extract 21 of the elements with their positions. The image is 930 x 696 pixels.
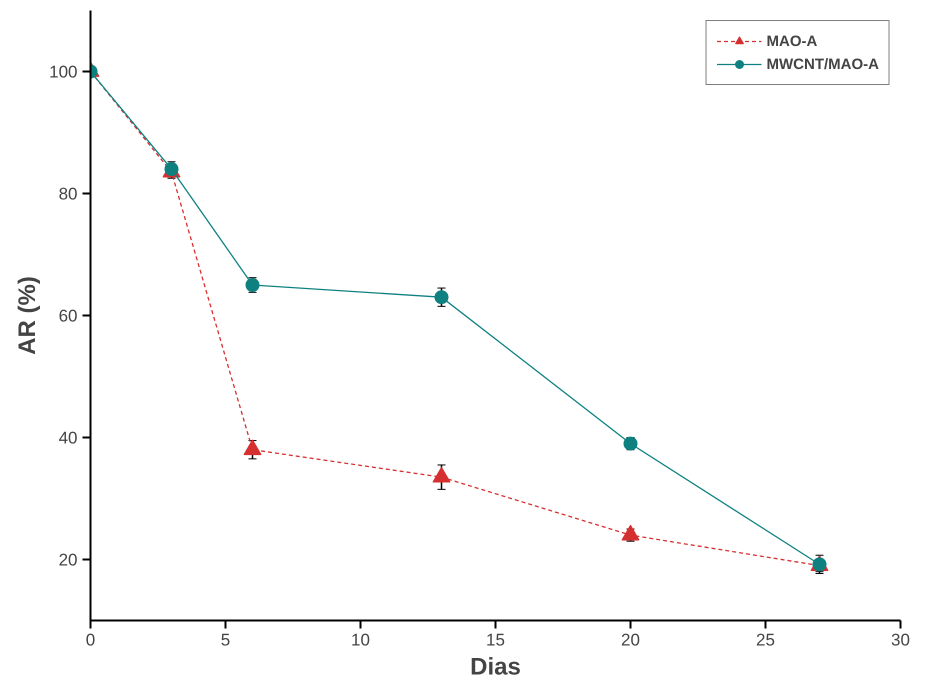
point [244,439,262,456]
y-tick-label: 40 [58,428,78,448]
x-tick-label: 15 [486,630,505,650]
x-tick-label: 25 [756,630,775,650]
x-tick-label: 30 [891,630,910,650]
point [432,466,450,483]
point [434,290,448,304]
y-tick-label: 60 [58,306,78,326]
y-tick-label: 100 [49,62,78,82]
y-tick-label: 80 [58,184,78,204]
x-tick-label: 20 [621,630,640,650]
x-tick-label: 5 [220,630,230,650]
x-tick-label: 0 [86,630,96,650]
y-axis-title: AR (%) [14,276,42,355]
point [246,278,260,292]
y-tick-label: 20 [58,550,78,570]
x-axis-title: Dias [470,654,521,680]
x-tick-label: 10 [351,630,370,650]
point [622,524,640,541]
legend-label: MWCNT/MAO-A [766,56,879,72]
legend-label: MAO-A [766,32,818,50]
